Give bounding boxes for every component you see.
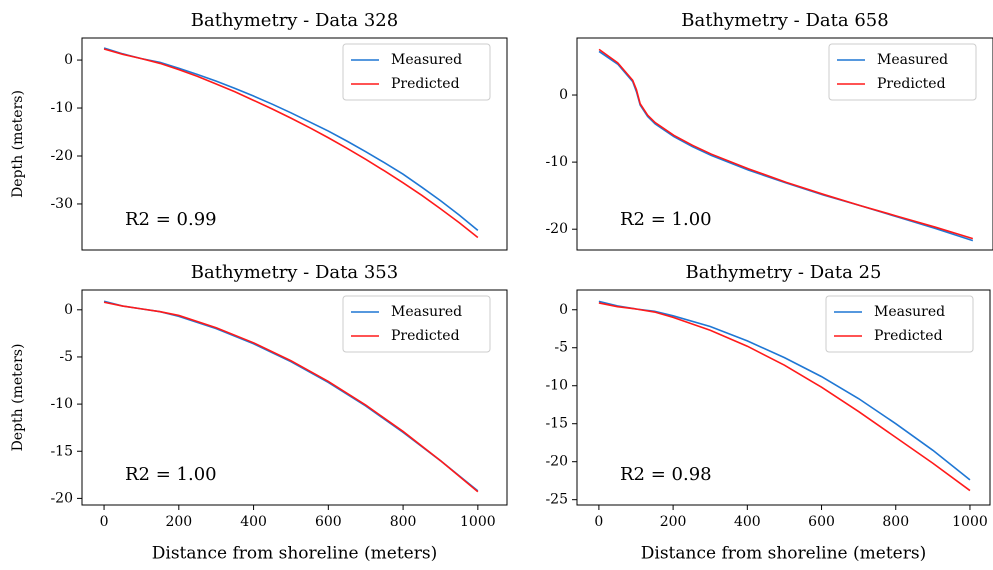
- y-tick-label: -10: [545, 378, 568, 394]
- x-axis-label: Distance from shoreline (meters): [152, 544, 437, 564]
- y-tick-label: -5: [554, 340, 568, 356]
- legend: Measured Predicted: [342, 43, 491, 101]
- y-tick-label: -10: [50, 396, 73, 412]
- axes-frame: [576, 37, 993, 251]
- y-tick-label: 0: [64, 302, 73, 318]
- legend-label: Predicted: [391, 76, 460, 92]
- x-tick-label: 400: [240, 514, 267, 530]
- subplot-title: Bathymetry - Data 658: [681, 10, 888, 31]
- legend: Measured Predicted: [342, 295, 491, 353]
- legend-label: Measured: [874, 304, 945, 320]
- legend-box: [828, 43, 977, 101]
- y-tick-label: -10: [545, 154, 568, 170]
- x-tick-label: 1000: [952, 514, 988, 530]
- y-tick-label: -25: [545, 492, 568, 508]
- y-tick-label: -30: [50, 196, 73, 212]
- x-tick-label: 600: [808, 514, 835, 530]
- subplot-title: Bathymetry - Data 25: [686, 262, 882, 283]
- x-axis-label: Distance from shoreline (meters): [641, 544, 926, 564]
- legend-label: Predicted: [391, 328, 460, 344]
- x-tick-label: 200: [660, 514, 687, 530]
- y-axis-label: Depth (meters): [10, 90, 26, 198]
- y-tick-label: -20: [545, 221, 568, 237]
- legend-label: Predicted: [877, 76, 946, 92]
- y-tick-label: -20: [50, 490, 73, 506]
- axes-frame: [576, 289, 991, 506]
- legend-label: Measured: [877, 52, 948, 68]
- x-tick-label: 600: [315, 514, 342, 530]
- legend: Measured Predicted: [828, 43, 977, 101]
- x-tick-label: 0: [594, 514, 603, 530]
- x-tick-label: 800: [390, 514, 417, 530]
- legend-label: Measured: [391, 52, 462, 68]
- x-tick-label: 200: [165, 514, 192, 530]
- data-line: [598, 48, 974, 240]
- legend-label: Measured: [391, 304, 462, 320]
- data-line: [598, 302, 971, 492]
- x-tick-label: 800: [882, 514, 909, 530]
- y-tick-label: 0: [559, 87, 568, 103]
- y-tick-label: 0: [559, 302, 568, 318]
- legend-box: [342, 43, 491, 101]
- y-tick-label: -20: [50, 148, 73, 164]
- annotation: R2 = 1.00: [620, 209, 712, 230]
- y-tick-label: 0: [64, 52, 73, 68]
- annotation: R2 = 0.99: [125, 209, 217, 230]
- x-tick-label: 1000: [460, 514, 496, 530]
- subplot-title: Bathymetry - Data 353: [191, 262, 398, 283]
- x-tick-label: 400: [734, 514, 761, 530]
- legend-label: Predicted: [874, 328, 943, 344]
- annotation: R2 = 0.98: [620, 464, 712, 485]
- axes-frame: [81, 289, 508, 506]
- y-tick-label: -5: [59, 349, 73, 365]
- axes-frame: [81, 37, 508, 251]
- subplot-title: Bathymetry - Data 328: [191, 10, 398, 31]
- data-line: [103, 47, 479, 231]
- y-axis-label: Depth (meters): [10, 344, 26, 452]
- x-tick-label: 0: [100, 514, 109, 530]
- legend: Measured Predicted: [825, 295, 974, 353]
- data-line: [103, 301, 479, 493]
- y-tick-label: -15: [50, 443, 73, 459]
- legend-box: [342, 295, 491, 353]
- data-line: [103, 48, 479, 239]
- y-tick-label: -20: [545, 454, 568, 470]
- y-tick-label: -15: [545, 416, 568, 432]
- legend-box: [825, 295, 974, 353]
- annotation: R2 = 1.00: [125, 464, 217, 485]
- y-tick-label: -10: [50, 100, 73, 116]
